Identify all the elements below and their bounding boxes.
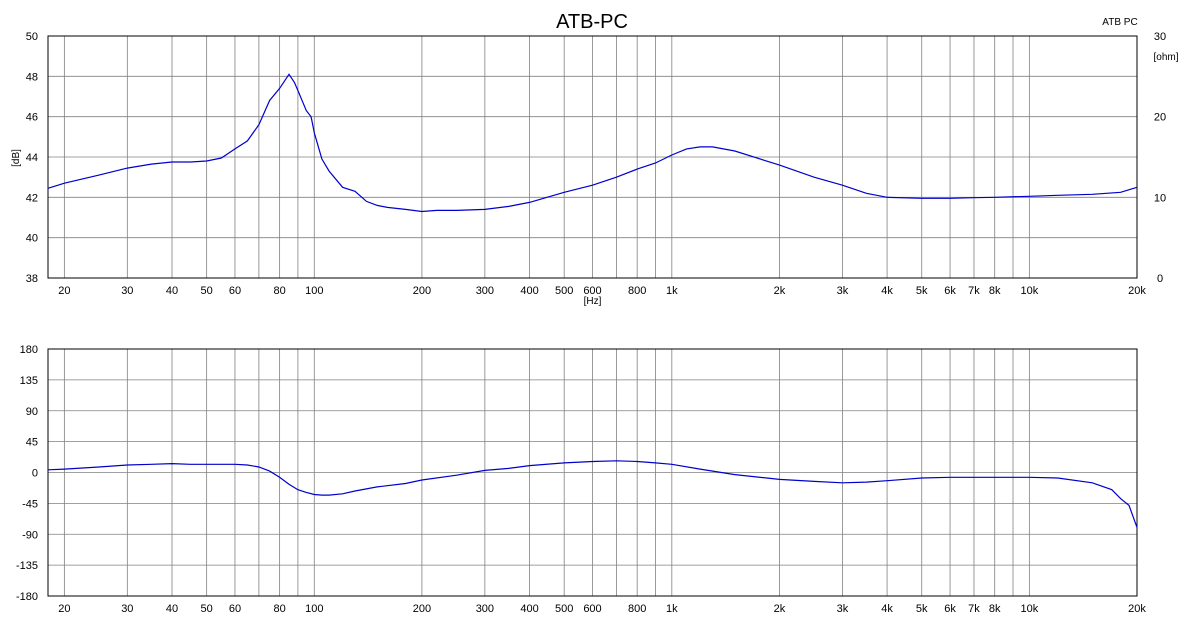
x-tick-label: 300 [476, 285, 494, 297]
x-tick-label: 600 [583, 285, 601, 297]
y2-axis-unit-label: [ohm] [1153, 52, 1178, 63]
y-tick-label: 45 [26, 437, 38, 449]
y-tick-label: -90 [22, 529, 38, 541]
x-tick-label: 6k [944, 603, 956, 615]
x-tick-label: 30 [121, 285, 133, 297]
x-tick-label: 10k [1020, 285, 1038, 297]
magnitude-plot-frame [47, 35, 1138, 279]
x-tick-label: 5k [916, 603, 928, 615]
x-tick-label: 20 [58, 285, 70, 297]
y-tick-label: 50 [26, 31, 38, 43]
x-tick-label: 200 [413, 603, 431, 615]
x-tick-label: 800 [628, 603, 646, 615]
x-tick-label: 20k [1128, 603, 1146, 615]
x-tick-label: 7k [968, 603, 980, 615]
x-tick-label: 80 [273, 285, 285, 297]
x-tick-label: 300 [476, 603, 494, 615]
y-tick-label: 135 [20, 375, 38, 387]
phase-plot-frame [47, 348, 1138, 597]
x-tick-label: 60 [229, 285, 241, 297]
x-tick-label: 6k [944, 285, 956, 297]
y2-tick-label: 10 [1154, 192, 1166, 204]
x-tick-label: 30 [121, 603, 133, 615]
y-tick-label: -180 [16, 591, 38, 603]
x-tick-label: 50 [201, 603, 213, 615]
x-tick-label: 60 [229, 603, 241, 615]
magnitude-series-line [47, 73, 1138, 213]
phase-series-line [47, 460, 1138, 528]
y-tick-label: 48 [26, 71, 38, 83]
x-tick-label: 10k [1020, 603, 1038, 615]
x-tick-label: 100 [305, 603, 323, 615]
x-tick-label: 200 [413, 285, 431, 297]
y2-tick-label: 20 [1154, 112, 1166, 124]
x-tick-label: 1k [666, 285, 678, 297]
x-tick-label: 7k [968, 285, 980, 297]
impedance-y2-tick-labels: 30 20 10 0 [1154, 31, 1166, 285]
y2-tick-label: 30 [1154, 31, 1166, 43]
x-tick-label: 2k [774, 603, 786, 615]
x-tick-label: 2k [774, 285, 786, 297]
x-tick-label: 40 [166, 603, 178, 615]
y-tick-label: 180 [20, 344, 38, 356]
chart-title: ATB-PC [556, 11, 628, 33]
y-tick-label: 46 [26, 112, 38, 124]
x-tick-label: 3k [837, 603, 849, 615]
x-tick-label: 20k [1128, 285, 1146, 297]
x-tick-label: 800 [628, 285, 646, 297]
x-tick-label: 40 [166, 285, 178, 297]
x-tick-label: 8k [989, 603, 1001, 615]
x-tick-label: 100 [305, 285, 323, 297]
x-tick-label: 500 [555, 603, 573, 615]
y-tick-label: 38 [26, 273, 38, 285]
x-tick-label: 80 [273, 603, 285, 615]
y-tick-label: 40 [26, 233, 38, 245]
phase-x-tick-labels: 20 30 40 50 60 80 100 200 300 400 500 600 800 1k 2k 3k 4… [58, 603, 1146, 615]
y-tick-label: 42 [26, 192, 38, 204]
magnitude-y-tick-labels: 50 48 46 44 42 40 38 [26, 31, 38, 285]
y-tick-label: -135 [16, 560, 38, 572]
magnitude-x-tick-labels: 20 30 40 50 60 80 100 200 300 400 500 600 800 1k 2k 3k 4… [58, 285, 1146, 297]
x-tick-label: 3k [837, 285, 849, 297]
x-tick-label: 600 [583, 603, 601, 615]
phase-y-tick-labels: 180 135 90 45 0 -45 -90 -135 -180 [16, 344, 38, 603]
y-tick-label: -45 [22, 498, 38, 510]
y-axis-unit-label: [dB] [11, 149, 22, 167]
x-tick-label: 50 [201, 285, 213, 297]
x-axis-unit-label: [Hz] [584, 296, 602, 307]
legend-label: ATB PC [1102, 17, 1137, 28]
y2-tick-label: 0 [1157, 273, 1163, 285]
x-tick-label: 500 [555, 285, 573, 297]
x-tick-label: 8k [989, 285, 1001, 297]
y-tick-label: 90 [26, 406, 38, 418]
x-tick-label: 400 [520, 285, 538, 297]
x-tick-label: 4k [881, 285, 893, 297]
x-tick-label: 1k [666, 603, 678, 615]
x-tick-label: 5k [916, 285, 928, 297]
x-tick-label: 400 [520, 603, 538, 615]
x-tick-label: 20 [58, 603, 70, 615]
x-tick-label: 4k [881, 603, 893, 615]
y-tick-label: 44 [26, 152, 38, 164]
y-tick-label: 0 [32, 468, 38, 480]
